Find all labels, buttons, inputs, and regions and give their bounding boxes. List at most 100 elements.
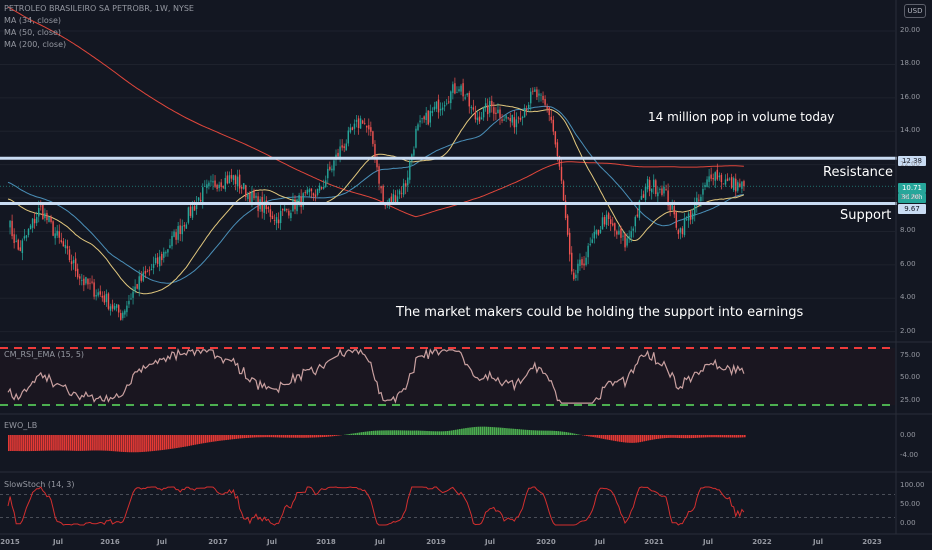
ewo-bar xyxy=(559,431,561,435)
ewo-bar xyxy=(703,435,705,437)
candle-body xyxy=(169,245,170,248)
ewo-bar xyxy=(123,435,125,452)
ewo-bar xyxy=(207,435,209,443)
candle-body xyxy=(313,193,314,195)
ewo-title[interactable]: EWO_LB xyxy=(4,421,37,430)
ma200-legend[interactable]: MA (200, close) xyxy=(4,40,66,50)
candle-body xyxy=(417,124,418,130)
ewo-bar xyxy=(607,435,609,440)
ewo-bar xyxy=(365,432,367,435)
stoch-line xyxy=(8,487,744,525)
candle-body xyxy=(327,169,328,178)
ewo-bar xyxy=(39,435,41,451)
candle-body xyxy=(487,106,488,114)
candle-body xyxy=(251,192,252,202)
ewo-bar xyxy=(682,435,684,438)
candle-body xyxy=(173,232,174,237)
ewo-bar xyxy=(596,435,598,438)
ewo-bar xyxy=(617,435,619,441)
ewo-bar xyxy=(428,431,430,435)
candle-body xyxy=(604,217,605,224)
ewo-bar xyxy=(492,427,494,435)
ewo-bar xyxy=(441,431,443,435)
ewo-bar xyxy=(584,435,586,436)
candle-body xyxy=(298,195,299,202)
x-tick-label: Jul xyxy=(485,538,495,546)
candle-body xyxy=(323,187,324,189)
ewo-bar xyxy=(557,431,559,435)
candle-body xyxy=(712,178,713,179)
candle-body xyxy=(596,230,597,234)
rsi-panel xyxy=(0,348,895,405)
candle-body xyxy=(175,232,176,240)
candle-body xyxy=(450,91,451,103)
ewo-bar xyxy=(518,429,520,435)
ewo-bar xyxy=(533,430,535,435)
candle-body xyxy=(729,179,730,180)
ewo-bar xyxy=(672,435,674,438)
candle-body xyxy=(571,253,572,272)
ewo-bar xyxy=(674,435,676,438)
ewo-bar xyxy=(484,427,486,435)
stoch-title[interactable]: SlowStoch (14, 3) xyxy=(4,480,74,489)
candle-body xyxy=(684,219,685,235)
candle-body xyxy=(690,211,691,220)
currency-badge[interactable]: USD xyxy=(904,4,926,18)
x-tick-label: 2022 xyxy=(752,538,771,546)
ewo-bar xyxy=(51,435,53,451)
ewo-bar xyxy=(336,435,338,436)
ma34-legend[interactable]: MA (34, close) xyxy=(4,16,61,26)
ewo-bar xyxy=(293,435,295,438)
candle-body xyxy=(378,166,379,183)
candle-body xyxy=(245,185,246,197)
rsi-title[interactable]: CM_RSI_EMA (15, 5) xyxy=(4,350,84,359)
candle-body xyxy=(362,121,363,124)
ewo-bar xyxy=(275,435,277,437)
ewo-bar xyxy=(361,432,363,435)
ewo-bar xyxy=(615,435,617,441)
candle-body xyxy=(350,128,351,133)
ewo-bar xyxy=(72,435,74,451)
ewo-bar xyxy=(535,430,537,435)
candle-body xyxy=(79,276,80,278)
candle-body xyxy=(493,107,494,114)
ewo-bar xyxy=(334,435,336,436)
candle-body xyxy=(155,258,156,263)
ewo-bar xyxy=(531,430,533,435)
stoch-panel xyxy=(0,487,895,525)
candle-body xyxy=(280,211,281,223)
ewo-bar xyxy=(572,433,574,435)
ewo-bar xyxy=(303,435,305,438)
candle-body xyxy=(194,206,195,211)
ewo-bar xyxy=(562,432,564,435)
candle-body xyxy=(296,199,297,211)
ewo-bar xyxy=(576,434,578,435)
ewo-bar xyxy=(162,435,164,450)
ewo-bar xyxy=(646,435,648,441)
candle-body xyxy=(9,221,10,228)
candle-body xyxy=(145,271,146,274)
ewo-bar xyxy=(726,435,728,437)
ewo-bar xyxy=(605,435,607,439)
candle-body xyxy=(112,304,113,308)
candle-body xyxy=(440,109,441,110)
ewo-bar xyxy=(664,435,666,438)
ewo-bar xyxy=(627,435,629,443)
ewo-bar xyxy=(373,431,375,435)
candle-body xyxy=(399,191,400,195)
ewo-bar xyxy=(184,435,186,447)
ewo-bar xyxy=(508,428,510,435)
candle-body xyxy=(485,103,486,108)
ewo-bar xyxy=(402,430,404,435)
candle-body xyxy=(592,239,593,242)
ewo-bar xyxy=(543,431,545,435)
ewo-bar xyxy=(357,433,359,435)
candle-body xyxy=(469,93,470,107)
candle-body xyxy=(403,183,404,194)
ewo-bar xyxy=(523,430,525,435)
ewo-bar xyxy=(285,435,287,438)
ewo-bar xyxy=(717,435,719,437)
candle-body xyxy=(130,298,131,299)
ma50-legend[interactable]: MA (50, close) xyxy=(4,28,61,38)
